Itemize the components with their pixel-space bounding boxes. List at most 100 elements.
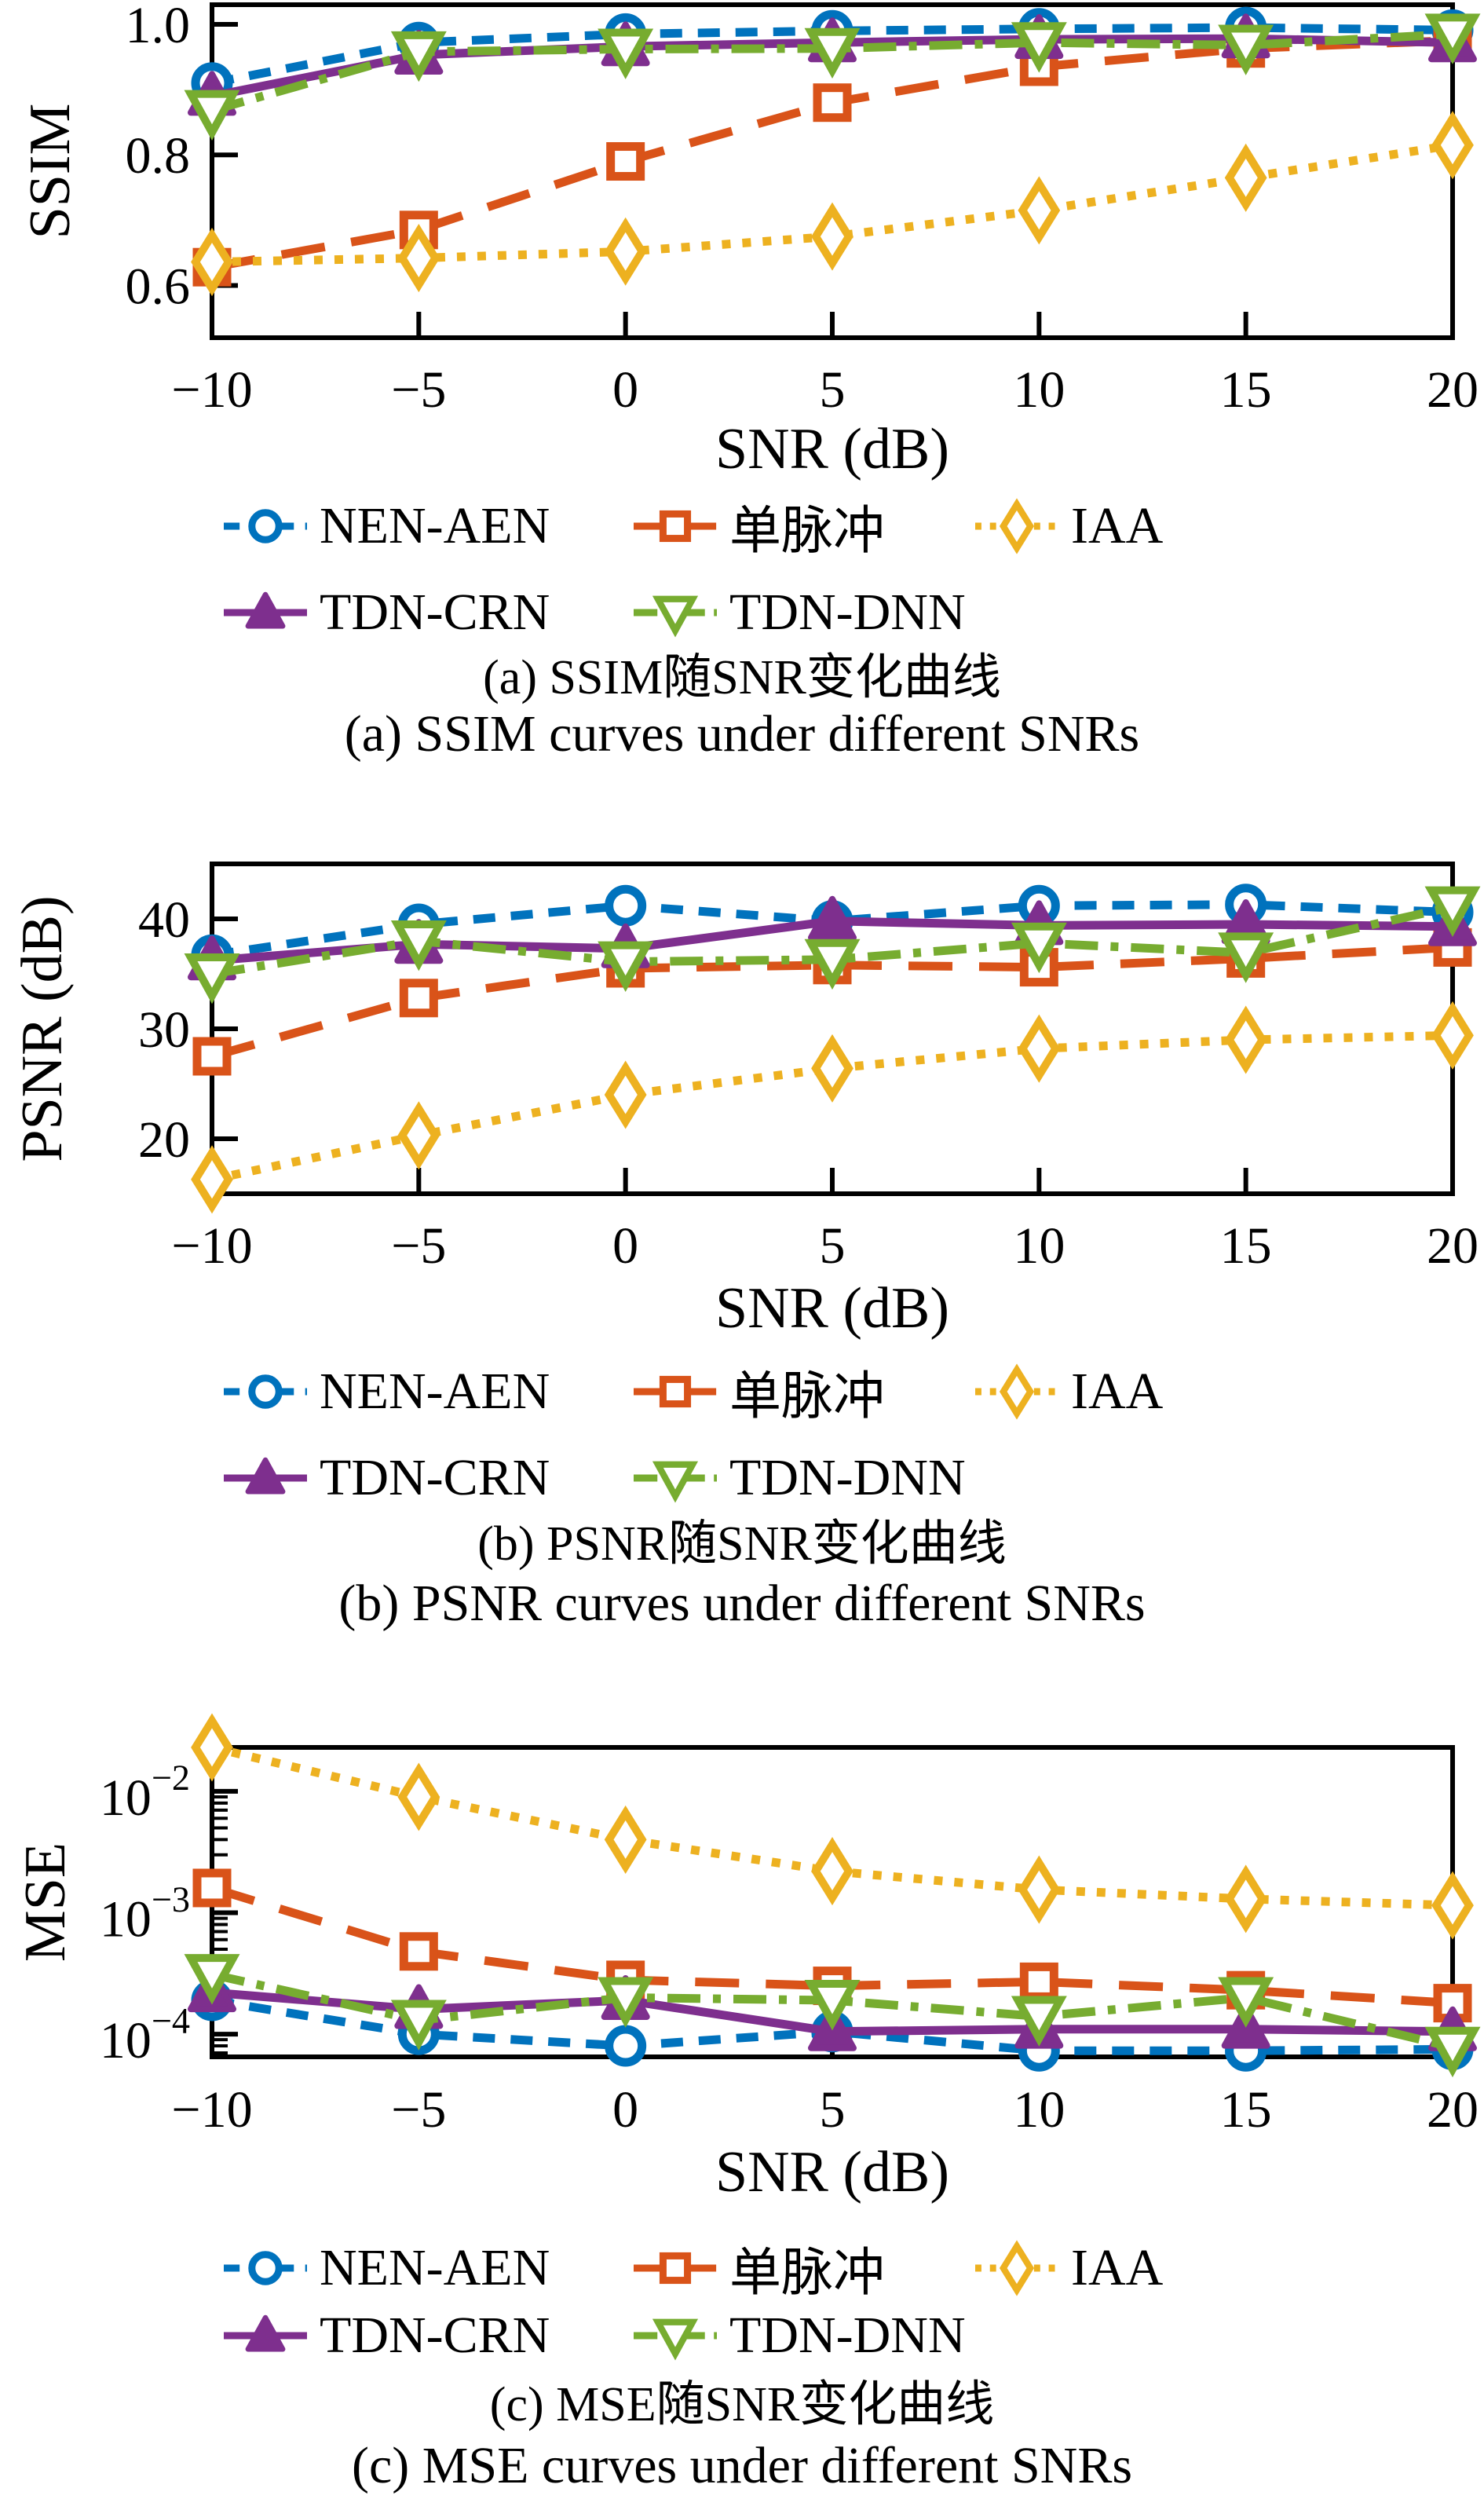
triangle-down-marker-icon: [1218, 24, 1274, 75]
legend-label: 单脉冲: [729, 503, 885, 560]
diamond-marker-icon: [999, 2240, 1035, 2296]
triangle-down-marker-icon: [1218, 1977, 1274, 2028]
svg-text:5: 5: [820, 361, 846, 419]
diamond-marker-icon: [1224, 1864, 1267, 1934]
chart-b-xlabel: SNR (dB): [715, 1276, 949, 1341]
triangle-down-marker-icon: [1011, 922, 1067, 974]
svg-text:−5: −5: [391, 1217, 446, 1275]
iaa-sample-icon: [975, 2240, 1058, 2296]
triangle-down-marker-icon: [1011, 1996, 1067, 2047]
triangle-down-marker-icon: [1424, 13, 1481, 64]
diamond-marker-icon: [397, 224, 440, 293]
legend-label: TDN-CRN: [320, 1449, 550, 1506]
svg-text:30: 30: [138, 1001, 190, 1059]
svg-text:0: 0: [612, 361, 638, 419]
caption-b-zh: (b) PSNR随SNR变化曲线: [477, 1517, 1007, 1571]
triangle-down-marker-icon: [598, 1977, 654, 2028]
diamond-marker-icon: [604, 217, 647, 286]
triangle-down-marker-icon: [598, 941, 654, 992]
chart-a-series-iaa: [191, 111, 1474, 297]
chart-b-series-tdn-dnn: [184, 886, 1481, 1004]
square-marker-icon: [659, 510, 692, 543]
caption-a-en: (a) SSIM curves under different SNRs: [344, 705, 1140, 763]
legend-a-item-tdn-dnn: TDN-DNN: [632, 580, 966, 646]
triangle-down-marker-icon: [1424, 2026, 1481, 2078]
diamond-marker-icon: [604, 1060, 647, 1129]
caption-c-en: (c) MSE curves under different SNRs: [351, 2437, 1133, 2494]
legend-a-item-series-1: 单脉冲: [632, 493, 885, 560]
triangle-down-marker-icon: [390, 2000, 447, 2051]
triangle-down-marker-icon: [652, 2318, 699, 2361]
chart-c-ylabel: MSE: [13, 1842, 78, 1962]
chart-a-axes: −10 −5 0 5 10 15 20 1.0 0.8 0.6: [126, 0, 1479, 419]
legend-c-item-nen-aen: NEN-AEN: [222, 2235, 550, 2301]
svg-text:15: 15: [1220, 2081, 1272, 2139]
legend-label: NEN-AEN: [320, 497, 550, 554]
circle-marker-icon: [248, 2251, 283, 2285]
legend-b-item-iaa: IAA: [974, 1359, 1163, 1425]
square-marker-icon: [659, 2252, 692, 2285]
svg-text:20: 20: [1427, 2081, 1479, 2139]
svg-text:40: 40: [138, 891, 190, 949]
diamond-marker-icon: [1018, 1855, 1061, 1924]
triangle-down-marker-icon: [184, 90, 240, 141]
caption-b-en: (b) PSNR curves under different SNRs: [338, 1575, 1146, 1632]
legend-label: TDN-DNN: [729, 2307, 966, 2364]
triangle-down-marker-icon: [1424, 886, 1481, 937]
square-marker-icon: [606, 142, 645, 181]
circle-marker-icon: [605, 884, 647, 927]
square-marker-icon: [399, 1932, 438, 1971]
svg-text:15: 15: [1220, 361, 1272, 419]
square-marker-icon: [659, 1375, 692, 1408]
diamond-marker-icon: [191, 1713, 233, 1782]
legend-label: TDN-CRN: [320, 584, 550, 641]
legend-label: NEN-AEN: [320, 2239, 550, 2296]
diamond-marker-icon: [1431, 111, 1474, 180]
legend-label: 单脉冲: [729, 1368, 885, 1425]
chart-b-ylabel: PSNR (dB): [10, 895, 75, 1162]
triangle-down-marker-icon: [598, 28, 654, 79]
circle-marker-icon: [605, 2025, 647, 2067]
svg-text:5: 5: [820, 1217, 846, 1275]
legend-c-item-tdn-dnn: TDN-DNN: [632, 2303, 966, 2369]
triangle-up-marker-icon: [245, 1457, 286, 1495]
legend-label: 单脉冲: [729, 2245, 885, 2302]
svg-text:−10: −10: [171, 2081, 252, 2139]
legend-b-item-tdn-dnn: TDN-DNN: [632, 1445, 966, 1511]
circle-marker-icon: [248, 509, 283, 543]
svg-text:20: 20: [1427, 361, 1479, 419]
tdn-dnn-sample-icon: [634, 2318, 717, 2361]
nen-aen-sample-icon: [224, 509, 307, 543]
triangle-down-marker-icon: [652, 1461, 699, 1503]
square-marker-icon: [1019, 1962, 1058, 2001]
chart-c-series-tdn-dnn: [184, 1954, 1481, 2078]
legend-label: IAA: [1071, 497, 1164, 554]
legend-a-item-tdn-crn: TDN-CRN: [222, 580, 550, 646]
legend-label: IAA: [1071, 2239, 1164, 2296]
tdn-crn-sample-icon: [224, 2314, 307, 2352]
svg-text:0.6: 0.6: [126, 258, 191, 315]
svg-text:−5: −5: [391, 2081, 446, 2139]
legend-c-item-iaa: IAA: [974, 2235, 1163, 2301]
tdn-crn-sample-icon: [224, 1457, 307, 1495]
svg-text:0: 0: [612, 1217, 638, 1275]
series-1-sample-icon: [634, 1375, 717, 1408]
chart-a-xlabel: SNR (dB): [715, 417, 949, 481]
caption-a-zh: (a) SSIM随SNR变化曲线: [483, 651, 1001, 704]
svg-text:−10: −10: [171, 361, 252, 419]
diamond-marker-icon: [191, 228, 233, 297]
nen-aen-sample-icon: [224, 1374, 307, 1409]
nen-aen-sample-icon: [224, 2251, 307, 2285]
legend-label: NEN-AEN: [320, 1363, 550, 1420]
chart-b-axes: −10 −5 0 5 10 15 20 40 30 20: [138, 862, 1479, 1275]
tdn-dnn-sample-icon: [634, 595, 717, 638]
series-1-sample-icon: [634, 510, 717, 543]
square-marker-icon: [399, 979, 438, 1018]
legend-a-item-iaa: IAA: [974, 493, 1163, 559]
triangle-down-marker-icon: [804, 939, 861, 990]
svg-text:−5: −5: [391, 361, 446, 419]
svg-text:5: 5: [820, 2081, 846, 2139]
svg-text:10−2: 10−2: [100, 1758, 190, 1827]
